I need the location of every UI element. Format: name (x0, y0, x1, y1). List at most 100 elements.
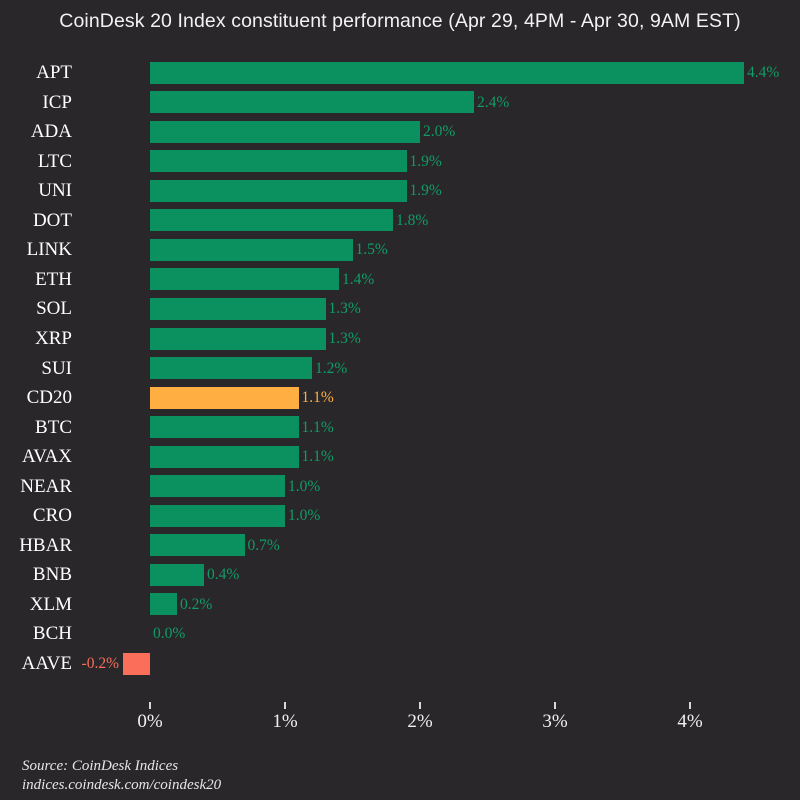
bar-row: ICP 2.4% (0, 88, 800, 118)
source-line: Source: CoinDesk Indices (22, 758, 179, 774)
bar-row: BTC 1.1% (0, 413, 800, 443)
category-label-cd20: CD20 (26, 387, 72, 409)
bar-ltc[interactable] (150, 150, 407, 173)
bar-row: LTC 1.9% (0, 147, 800, 177)
bar-uni[interactable] (150, 179, 407, 202)
value-label-ltc: 1.9% (409, 152, 442, 170)
value-label-cro: 1.0% (288, 507, 321, 525)
bar-row: UNI 1.9% (0, 176, 800, 206)
x-tick-label: 0% (137, 711, 163, 732)
plot-area: APT 4.4% ICP 2.4% ADA 2.0% LTC 1.9% UNI 1.9% DOT 1.… (0, 58, 800, 690)
bar-row: SUI 1.2% (0, 354, 800, 384)
x-tick-mark (554, 702, 556, 709)
value-label-hbar: 0.7% (247, 536, 280, 554)
bar-dot[interactable] (150, 209, 393, 232)
bar-row: HBAR 0.7% (0, 531, 800, 561)
source-url: indices.coindesk.com/coindesk20 (22, 777, 222, 793)
value-label-near: 1.0% (288, 477, 321, 495)
x-tick-label: 4% (677, 711, 703, 732)
bar-xlm[interactable] (150, 593, 177, 616)
category-label-apt: APT (36, 62, 72, 83)
bar-bnb[interactable] (150, 563, 204, 586)
bar-avax[interactable] (150, 445, 299, 468)
bar-row: APT 4.4% (0, 58, 800, 88)
category-label-avax: AVAX (22, 446, 72, 468)
bar-eth[interactable] (150, 268, 339, 291)
bar-row: AVAX 1.1% (0, 442, 800, 472)
bar-near[interactable] (150, 475, 285, 498)
category-label-uni: UNI (38, 180, 72, 202)
x-tick-mark (419, 702, 421, 709)
x-tick-label: 3% (542, 711, 568, 732)
bar-row: ETH 1.4% (0, 265, 800, 295)
bar-row: SOL 1.3% (0, 294, 800, 324)
value-label-xlm: 0.2% (180, 595, 213, 613)
bar-row: DOT 1.8% (0, 206, 800, 236)
bar-sol[interactable] (150, 297, 326, 320)
category-label-dot: DOT (32, 209, 72, 231)
category-label-btc: BTC (35, 416, 72, 438)
bar-btc[interactable] (150, 416, 299, 439)
value-label-link: 1.5% (355, 241, 388, 259)
bar-row: NEAR 1.0% (0, 472, 800, 502)
category-label-sui: SUI (41, 357, 72, 379)
bar-row: BNB 0.4% (0, 560, 800, 590)
category-label-icp: ICP (42, 91, 72, 113)
value-label-apt: 4.4% (747, 64, 780, 81)
category-label-sol: SOL (36, 298, 72, 320)
value-label-sol: 1.3% (328, 300, 361, 318)
bar-row: AAVE -0.2% (0, 649, 800, 679)
bar-cro[interactable] (150, 504, 285, 527)
category-label-ada: ADA (30, 121, 72, 143)
bar-apt[interactable] (150, 61, 744, 84)
bar-ada[interactable] (150, 120, 420, 143)
x-tick-mark (149, 702, 151, 709)
bar-aave[interactable] (123, 652, 150, 675)
value-label-bch: 0.0% (153, 625, 186, 643)
category-label-cro: CRO (32, 505, 72, 527)
bar-row: ADA 2.0% (0, 117, 800, 147)
value-label-avax: 1.1% (301, 448, 334, 466)
bar-row: CD20 1.1% (0, 383, 800, 413)
value-label-uni: 1.9% (409, 182, 442, 200)
x-axis: 0% 1% 2% 3% 4% (0, 690, 800, 750)
bar-row: BCH 0.0% (0, 619, 800, 649)
value-label-xrp: 1.3% (328, 329, 361, 347)
value-label-sui: 1.2% (315, 359, 348, 377)
bar-row: CRO 1.0% (0, 501, 800, 531)
value-label-btc: 1.1% (301, 418, 334, 436)
category-label-bch: BCH (32, 623, 72, 645)
x-tick-label: 2% (407, 711, 433, 732)
bar-hbar[interactable] (150, 534, 245, 557)
category-label-bnb: BNB (32, 564, 72, 586)
x-tick-mark (689, 702, 691, 709)
category-label-xlm: XLM (29, 593, 72, 615)
bar-icp[interactable] (150, 91, 474, 114)
source-footer: Source: CoinDesk Indices indices.coindes… (22, 757, 221, 795)
bar-row: XLM 0.2% (0, 590, 800, 620)
value-label-aave: -0.2% (81, 655, 119, 672)
bar-cd20[interactable] (150, 386, 299, 409)
x-tick-mark (284, 702, 286, 709)
category-label-link: LINK (26, 239, 72, 261)
category-label-near: NEAR (20, 475, 72, 497)
value-label-bnb: 0.4% (207, 566, 240, 584)
category-label-ltc: LTC (37, 150, 72, 172)
category-label-aave: AAVE (21, 653, 72, 674)
value-label-ada: 2.0% (423, 123, 456, 141)
value-label-dot: 1.8% (396, 211, 429, 229)
bar-xrp[interactable] (150, 327, 326, 350)
x-tick-label: 1% (272, 711, 298, 732)
bar-row: LINK 1.5% (0, 235, 800, 265)
category-label-xrp: XRP (35, 327, 72, 349)
bar-sui[interactable] (150, 357, 312, 380)
bar-row: XRP 1.3% (0, 324, 800, 354)
bar-link[interactable] (150, 238, 353, 261)
page-title: CoinDesk 20 Index constituent performanc… (59, 10, 741, 32)
value-label-eth: 1.4% (342, 270, 375, 288)
category-label-eth: ETH (35, 268, 72, 290)
value-label-cd20: 1.1% (301, 389, 334, 407)
value-label-icp: 2.4% (477, 93, 510, 111)
category-label-hbar: HBAR (19, 534, 72, 556)
